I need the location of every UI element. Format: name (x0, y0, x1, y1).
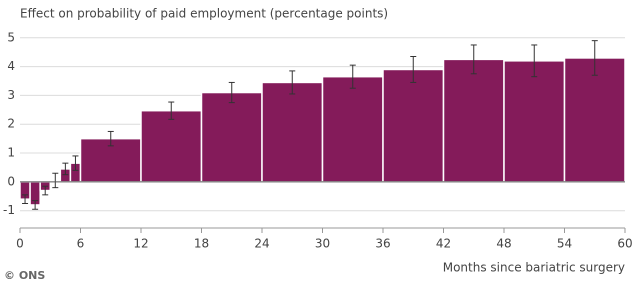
bar (321, 75, 384, 183)
error-bar (531, 44, 538, 78)
bar (563, 57, 626, 183)
y-tick-label: 4 (7, 59, 15, 73)
y-tick-label: 2 (7, 117, 15, 131)
error-bar (22, 194, 29, 204)
error-bar (470, 44, 477, 75)
error-bar (72, 155, 79, 171)
y-tick-label: 3 (7, 88, 15, 102)
error-bar (42, 185, 49, 196)
x-tick-label: 6 (77, 237, 85, 251)
bar (200, 91, 263, 183)
error-bar (107, 130, 114, 147)
bar (261, 81, 324, 183)
bar (382, 68, 445, 183)
x-tick-label: 12 (133, 237, 148, 251)
bar (503, 60, 566, 183)
bar (442, 58, 505, 183)
x-tick-label: 54 (557, 237, 572, 251)
bar (140, 109, 203, 183)
error-bar (52, 172, 59, 189)
x-tick-label: 60 (617, 237, 632, 251)
error-bar (410, 56, 417, 83)
x-tick-label: 36 (375, 237, 390, 251)
error-bar (289, 70, 296, 95)
y-tick-label: 5 (7, 30, 15, 44)
chart-title: Effect on probability of paid employment… (20, 7, 388, 21)
x-tick-label: 48 (496, 237, 511, 251)
x-tick-label: 24 (254, 237, 269, 251)
error-bar (349, 64, 356, 89)
x-tick-label: 18 (194, 237, 209, 251)
error-bar (591, 40, 598, 76)
error-bar (32, 200, 39, 210)
y-tick-label: 1 (7, 146, 15, 160)
y-tick-label: -1 (3, 203, 15, 217)
error-bar (168, 101, 175, 120)
y-tick-label: 0 (7, 174, 15, 188)
x-axis-label: Months since bariatric surgery (443, 261, 625, 275)
x-tick-label: 0 (16, 237, 24, 251)
source-logo: © ONS (4, 269, 45, 282)
x-tick-label: 30 (315, 237, 330, 251)
error-bar (228, 81, 235, 104)
x-tick-label: 42 (436, 237, 451, 251)
error-bar (62, 162, 69, 176)
